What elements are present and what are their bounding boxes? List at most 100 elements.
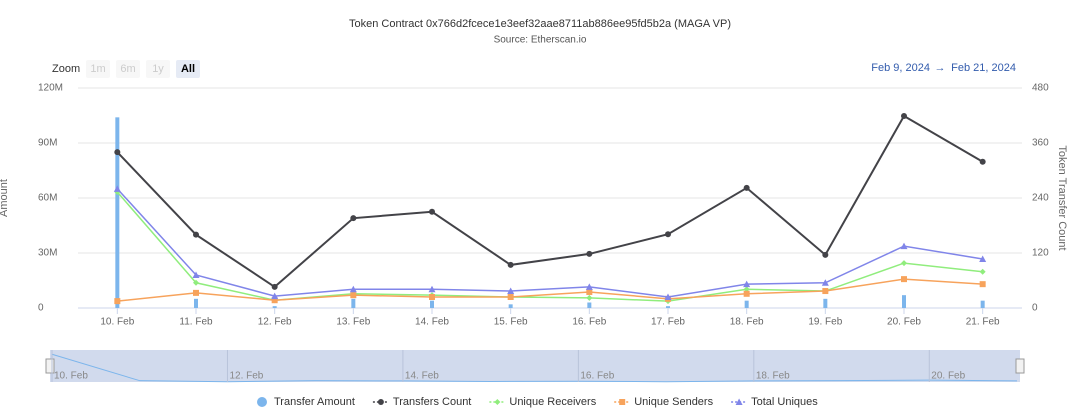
point-marker — [507, 287, 515, 295]
navigator-handle[interactable] — [1015, 358, 1025, 374]
bar — [508, 304, 513, 308]
point-marker — [979, 268, 986, 275]
bar — [666, 306, 670, 308]
point-marker — [193, 231, 199, 238]
point-marker — [822, 288, 829, 295]
legend-symbol[interactable] — [257, 397, 267, 407]
bar — [587, 302, 592, 308]
point-marker — [350, 215, 357, 222]
x-tick-label: 17. Feb — [651, 317, 685, 328]
y2-tick-label: 120 — [1032, 248, 1049, 259]
y2-axis-title: Token Transfer Count — [1056, 145, 1068, 250]
point-marker — [743, 286, 750, 293]
series-line — [116, 188, 983, 298]
range-from[interactable]: Feb 9, 2024 — [871, 62, 930, 74]
range-to[interactable]: Feb 21, 2024 — [951, 62, 1016, 74]
y2-tick-label: 360 — [1032, 138, 1049, 149]
point-marker — [350, 292, 357, 299]
point-marker — [377, 399, 384, 405]
x-tick-label: 10. Feb — [100, 317, 134, 328]
legend-label[interactable]: Unique Senders — [634, 396, 713, 408]
point-marker — [901, 112, 907, 119]
zoom-button-label[interactable]: 6m — [120, 63, 135, 75]
y2-tick-label: 0 — [1032, 303, 1038, 314]
point-marker — [979, 255, 987, 262]
point-marker — [494, 399, 501, 405]
point-marker — [735, 398, 743, 405]
zoom-button-label[interactable]: All — [181, 63, 195, 75]
point-marker — [271, 283, 278, 290]
x-tick-label: 11. Feb — [179, 317, 213, 328]
point-marker — [743, 184, 750, 191]
series-line — [117, 278, 983, 302]
x-tick-label: 20. Feb — [887, 317, 921, 328]
point-marker — [901, 276, 907, 283]
zoom-button[interactable] — [146, 60, 170, 78]
point-marker — [113, 185, 121, 192]
point-marker — [114, 149, 121, 156]
bar — [823, 298, 828, 308]
bar — [272, 306, 277, 308]
navigator-label: 18. Feb — [756, 371, 790, 382]
legend-label[interactable]: Transfer Amount — [274, 396, 355, 408]
point-marker — [979, 281, 986, 288]
point-marker — [901, 260, 907, 267]
point-marker — [743, 280, 751, 288]
zoom-button[interactable] — [86, 60, 110, 78]
navigator-series — [51, 353, 1018, 383]
point-marker — [507, 261, 514, 268]
point-marker — [193, 289, 199, 296]
y-tick-label: 0 — [38, 303, 44, 314]
y-tick-label: 120M — [38, 83, 63, 94]
navigator-label: 12. Feb — [229, 371, 263, 382]
point-marker — [349, 285, 357, 293]
zoom-button[interactable] — [116, 60, 140, 78]
chart-subtitle: Source: Etherscan.io — [494, 35, 587, 46]
x-tick-label: 16. Feb — [572, 317, 606, 328]
point-marker — [193, 279, 199, 286]
point-marker — [586, 294, 593, 301]
zoom-button[interactable] — [176, 60, 200, 78]
bar — [980, 300, 985, 308]
y-tick-label: 30M — [38, 248, 57, 259]
series-line — [116, 114, 984, 289]
legend-label[interactable]: Total Uniques — [751, 396, 818, 408]
series-line — [116, 191, 983, 302]
y-tick-label: 90M — [38, 138, 57, 149]
zoom-button-label[interactable]: 1y — [152, 63, 164, 75]
point-marker — [585, 283, 593, 290]
x-tick-label: 18. Feb — [730, 317, 764, 328]
point-marker — [586, 288, 593, 295]
point-marker — [192, 271, 200, 278]
navigator-mask[interactable] — [50, 350, 1020, 382]
point-marker — [114, 298, 121, 305]
range-separator: → — [935, 62, 946, 74]
point-marker — [619, 399, 626, 405]
y-tick-label: 60M — [38, 193, 57, 204]
legend-label[interactable]: Unique Receivers — [509, 396, 596, 408]
point-marker — [665, 231, 671, 238]
point-marker — [821, 279, 829, 286]
zoom-button-label[interactable]: 1m — [90, 63, 105, 75]
bar — [351, 298, 356, 308]
y-axis-title: Amount — [0, 179, 10, 217]
navigator-label: 10. Feb — [54, 371, 88, 382]
navigator-label: 16. Feb — [580, 371, 614, 382]
x-tick-label: 19. Feb — [808, 317, 842, 328]
point-marker — [271, 292, 279, 300]
x-tick-label: 14. Feb — [415, 317, 449, 328]
legend-label[interactable]: Transfers Count — [393, 396, 471, 408]
bar — [744, 300, 749, 308]
point-marker — [507, 294, 514, 300]
point-marker — [979, 158, 986, 165]
navigator-handle[interactable] — [45, 358, 55, 374]
point-marker — [822, 251, 829, 258]
navigator-label: 20. Feb — [931, 371, 965, 382]
point-marker — [428, 285, 436, 293]
point-marker — [900, 242, 908, 250]
x-tick-label: 15. Feb — [494, 317, 528, 328]
point-marker — [271, 297, 278, 304]
x-tick-label: 21. Feb — [966, 317, 1000, 328]
zoom-label: Zoom — [52, 63, 80, 75]
